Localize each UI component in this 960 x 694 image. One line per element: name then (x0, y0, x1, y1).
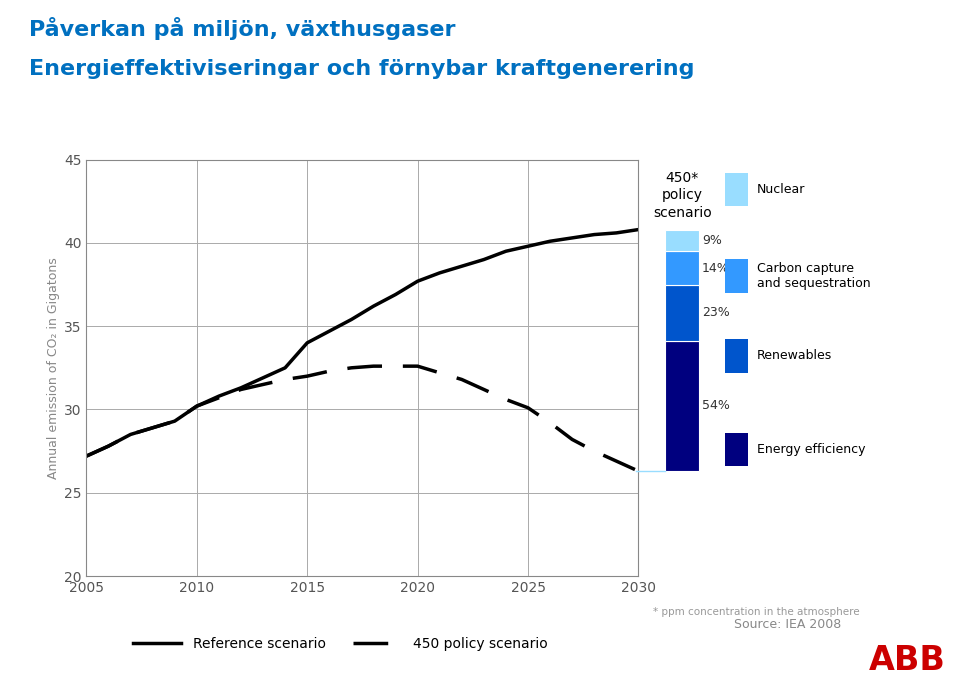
Text: 14%: 14% (702, 262, 730, 275)
Bar (725, 339, 748, 373)
Bar (665, 251, 699, 285)
450 policy scenario (478, 385, 490, 393)
Bar (725, 432, 748, 466)
Text: 450*
policy
scenario: 450* policy scenario (653, 171, 711, 219)
450 policy scenario (191, 402, 203, 410)
450 policy scenario (588, 447, 600, 455)
Text: Påverkan på miljön, växthusgaser: Påverkan på miljön, växthusgaser (29, 17, 455, 40)
Line: Reference scenario: Reference scenario (86, 230, 638, 456)
450 policy scenario (103, 442, 114, 450)
Reference scenario (169, 417, 180, 425)
Reference scenario (257, 373, 269, 382)
Text: 54%: 54% (702, 399, 730, 412)
450 policy scenario (213, 393, 225, 402)
450 policy scenario (235, 385, 247, 393)
Reference scenario (191, 402, 203, 410)
450 policy scenario (81, 452, 92, 460)
Reference scenario (588, 230, 600, 239)
Reference scenario (544, 237, 556, 246)
Reference scenario (301, 339, 313, 347)
Reference scenario (368, 302, 379, 310)
Bar (665, 230, 699, 251)
450 policy scenario (412, 362, 423, 371)
Reference scenario (147, 423, 158, 432)
Reference scenario (522, 242, 534, 251)
Reference scenario (213, 392, 225, 400)
450 policy scenario (500, 396, 512, 404)
450 policy scenario (301, 372, 313, 380)
450 policy scenario (346, 364, 357, 372)
Reference scenario (566, 234, 578, 242)
Reference scenario (456, 262, 468, 271)
Reference scenario (279, 364, 291, 372)
450 policy scenario (125, 430, 136, 439)
Reference scenario (633, 226, 644, 234)
Text: Carbon capture
and sequestration: Carbon capture and sequestration (757, 262, 871, 290)
Bar (725, 173, 748, 206)
450 policy scenario (169, 417, 180, 425)
450 policy scenario (368, 362, 379, 371)
Text: * ppm concentration in the atmosphere: * ppm concentration in the atmosphere (653, 607, 859, 617)
Bar (725, 260, 748, 293)
450 policy scenario (147, 423, 158, 432)
Reference scenario (103, 442, 114, 450)
Text: Renewables: Renewables (757, 349, 832, 362)
Text: Nuclear: Nuclear (757, 183, 805, 196)
Reference scenario (390, 290, 401, 298)
450 policy scenario (324, 367, 335, 375)
Reference scenario (125, 430, 136, 439)
Reference scenario (412, 277, 423, 285)
450 policy scenario (434, 369, 445, 377)
Text: Energy efficiency: Energy efficiency (757, 443, 866, 456)
Bar (665, 285, 699, 341)
Text: 23%: 23% (702, 306, 730, 319)
Line: 450 policy scenario: 450 policy scenario (86, 366, 638, 471)
Text: Energieffektiviseringar och förnybar kraftgenerering: Energieffektiviseringar och förnybar kra… (29, 59, 694, 79)
Text: Source: IEA 2008: Source: IEA 2008 (733, 618, 841, 631)
Reference scenario (81, 452, 92, 460)
450 policy scenario (456, 375, 468, 384)
Reference scenario (346, 315, 357, 323)
450 policy scenario (611, 457, 622, 465)
Reference scenario (478, 255, 490, 264)
Text: 9%: 9% (702, 234, 722, 247)
Bar (665, 341, 699, 471)
Reference scenario (324, 327, 335, 335)
450 policy scenario (390, 362, 401, 371)
Reference scenario (611, 229, 622, 237)
Reference scenario (235, 384, 247, 392)
Legend: Reference scenario, 450 policy scenario: Reference scenario, 450 policy scenario (128, 632, 553, 657)
450 policy scenario (279, 375, 291, 384)
450 policy scenario (544, 418, 556, 427)
450 policy scenario (566, 435, 578, 443)
450 policy scenario (257, 380, 269, 389)
Reference scenario (434, 269, 445, 277)
Reference scenario (500, 247, 512, 255)
450 policy scenario (522, 404, 534, 412)
450 policy scenario (633, 467, 644, 475)
Text: ABB: ABB (869, 643, 946, 677)
Y-axis label: Annual emission of CO₂ in Gigatons: Annual emission of CO₂ in Gigatons (47, 257, 60, 479)
